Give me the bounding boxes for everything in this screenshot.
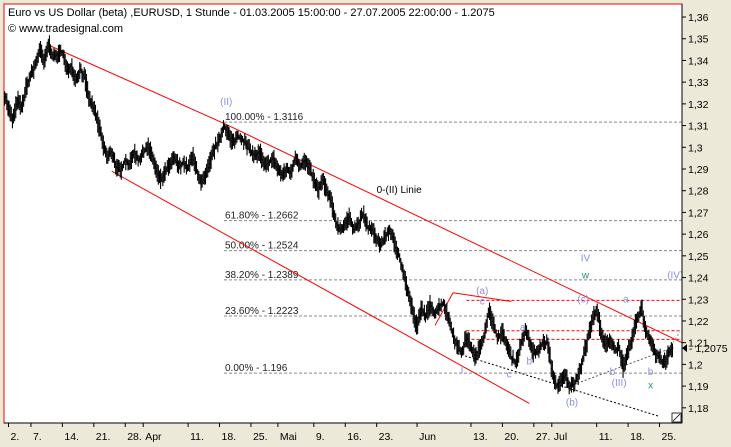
y-tick-label: 1,26	[688, 229, 709, 241]
fibonacci-levels: 100.00% - 1.3116 61.80% - 1.2662 50.00% - …	[224, 112, 682, 374]
chart-subtitle: © www.tradesignal.com	[8, 23, 123, 35]
fib-label-1: 61.80% - 1.2662	[225, 211, 299, 222]
wave-label-10: w	[581, 271, 590, 282]
fib-label-5: 0.00% - 1.196	[225, 363, 288, 374]
chart-title: Euro vs US Dollar (beta) ,EURUSD, 1 Stun…	[8, 7, 495, 19]
x-tick-label: Apr	[145, 431, 162, 443]
resize-grip-icon[interactable]	[671, 412, 682, 423]
x-tick-label: 7.	[33, 431, 42, 443]
x-axis: 2. 7. 14. 21. 28. Apr 11. 18. 25. Mai 9. 16. 23. Jun 1…	[4, 422, 682, 443]
x-tick-label: 23.	[379, 431, 394, 443]
x-tick-label: 11.	[599, 431, 613, 443]
trend-lines	[48, 44, 683, 404]
last-price-marker: - 1,2075	[682, 343, 728, 355]
wave-label-7: I	[461, 365, 464, 376]
y-tick-label: 1,27	[688, 207, 709, 219]
y-tick-label: 1,22	[688, 316, 709, 328]
y-tick-label: 1,2	[688, 359, 703, 371]
x-tick-label: 11.	[190, 431, 204, 443]
wave-label-5: b	[527, 356, 533, 367]
plot-area[interactable]	[3, 3, 683, 424]
wave-label-11: (c)	[577, 295, 589, 306]
x-tick-label: 20.	[504, 431, 519, 443]
last-price-label: - 1,2075	[689, 343, 728, 355]
y-axis: 1,18 1,19 1,2 1,21 1,22 1,23 1,24 1,25 1,26 1,27 1…	[681, 4, 709, 423]
x-tick-label: 2.	[10, 431, 19, 443]
trend-line-2	[111, 170, 530, 404]
y-tick-label: 1,23	[688, 294, 709, 306]
fib-label-0: 100.00% - 1.3116	[225, 112, 304, 123]
dotted-line-0	[457, 353, 660, 417]
dotted-line-2	[668, 331, 681, 350]
wave-label-1: 0-(II) Linie	[377, 185, 422, 196]
fib-label-2: 50.00% - 1.2524	[225, 241, 299, 252]
y-tick-label: 1,25	[688, 251, 709, 263]
wave-label-3: c	[480, 297, 485, 308]
x-tick-label: 16.	[347, 431, 362, 443]
trend-line-0	[48, 44, 225, 124]
wave-label-14: (III)	[612, 378, 627, 389]
wave-label-0: (II)	[220, 97, 232, 108]
wave-label-4: a	[520, 323, 526, 334]
y-tick-label: 1,33	[688, 77, 709, 89]
x-tick-label: 25.	[253, 431, 268, 443]
x-tick-label: Mai	[280, 431, 297, 443]
grip-line	[672, 413, 681, 422]
y-tick-label: 1,19	[688, 381, 709, 393]
y-tick-label: 1,31	[688, 121, 709, 133]
y-tick-label: 1,34	[688, 55, 709, 67]
dotted-lines	[457, 331, 681, 417]
trend-line-4	[434, 292, 454, 326]
wave-label-8: (b)	[566, 398, 578, 409]
x-tick-label: 25.	[662, 431, 677, 443]
y-tick-label: 1,24	[688, 273, 709, 285]
fib-label-3: 38.20% - 1.2389	[225, 270, 299, 281]
y-tick-label: 1,36	[688, 12, 709, 24]
fib-label-4: 23.60% - 1.2223	[225, 306, 299, 317]
y-tick-label: 1,21	[688, 338, 709, 350]
y-tick-label: 1,18	[688, 403, 709, 415]
trend-line-3	[452, 292, 512, 302]
x-tick-label: 27.	[536, 431, 551, 443]
x-tick-label: 18.	[630, 431, 645, 443]
y-tick-label: 1,29	[688, 164, 709, 176]
x-tick-label: 13.	[473, 431, 488, 443]
y-tick-label: 1,3	[688, 142, 703, 154]
x-tick-label: 9.	[316, 431, 325, 443]
y-tick-label: 1,32	[688, 99, 709, 111]
x-tick-label: 14.	[64, 431, 79, 443]
wave-label-6: c	[507, 369, 512, 380]
trend-line-1	[223, 122, 683, 344]
wave-label-15: b	[610, 367, 616, 378]
x-tick-label: Jul	[554, 431, 567, 443]
x-tick-label: 18.	[222, 431, 237, 443]
x-tick-label: 21.	[96, 431, 111, 443]
x-tick-label: 28.	[127, 431, 142, 443]
wave-label-2: (a)	[476, 286, 488, 297]
wave-label-13: (IV)	[667, 271, 683, 282]
y-tick-label: 1,28	[688, 186, 709, 198]
wave-label-9: IV	[581, 253, 591, 264]
y-tick-label: 1,35	[688, 34, 709, 46]
last-price-arrow	[682, 344, 687, 353]
wave-label-17: x	[648, 380, 653, 391]
x-tick-label: Jun	[419, 431, 436, 443]
wave-label-12: a	[623, 295, 629, 306]
price-series	[3, 35, 674, 395]
wave-label-16: b	[648, 367, 654, 378]
dotted-line-1	[569, 348, 669, 387]
